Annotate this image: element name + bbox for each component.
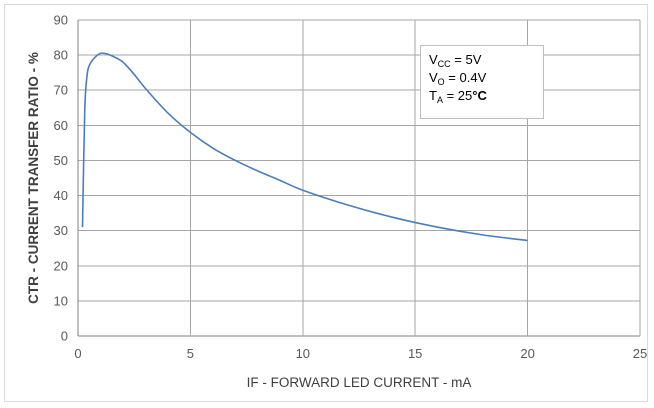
x-tick-label: 5: [187, 346, 194, 361]
condition-ta: TA = 25°C: [429, 87, 535, 105]
condition-ta-subscript: A: [436, 95, 443, 105]
grid-lines: [77, 19, 641, 337]
x-tick-label: 15: [408, 346, 422, 361]
y-tick-label: 10: [54, 293, 68, 308]
x-axis-title: IF - FORWARD LED CURRENT - mA: [247, 375, 472, 390]
condition-vcc-value: = 5V: [450, 52, 482, 67]
y-tick-labels: 0 10 20 30 40 50 60 70 80 90: [54, 13, 68, 344]
y-tick-label: 0: [61, 329, 68, 344]
condition-vo-value: = 0.4V: [444, 70, 487, 85]
condition-vo-subscript: O: [437, 77, 445, 87]
ctr-curve-line: [81, 52, 528, 242]
condition-vcc: VCC = 5V: [429, 51, 535, 69]
condition-ta-value: = 25: [442, 88, 473, 103]
y-axis-title: CTR - CURRENT TRANSFER RATIO - %: [26, 52, 41, 304]
condition-vo-symbol: V: [429, 70, 438, 85]
y-tick-label: 80: [54, 48, 68, 63]
y-tick-label: 90: [54, 13, 68, 28]
x-tick-label: 25: [633, 346, 647, 361]
condition-ta-unit: °C: [472, 88, 487, 103]
y-tick-label: 20: [54, 258, 68, 273]
condition-vo: VO = 0.4V: [429, 69, 535, 87]
y-tick-label: 40: [54, 188, 68, 203]
y-tick-label: 60: [54, 118, 68, 133]
condition-vcc-symbol: V: [429, 52, 438, 67]
y-tick-label: 50: [54, 153, 68, 168]
condition-vcc-subscript: CC: [437, 59, 451, 69]
x-tick-label: 20: [520, 346, 534, 361]
y-tick-label: 70: [54, 83, 68, 98]
x-tick-label: 0: [74, 346, 81, 361]
x-tick-labels: 0 5 10 15 20 25: [74, 346, 647, 361]
y-tick-label: 30: [54, 223, 68, 238]
x-tick-label: 10: [296, 346, 310, 361]
condition-ta-symbol: T: [429, 88, 437, 103]
test-conditions-box: VCC = 5V VO = 0.4V TA = 25°C: [420, 45, 544, 119]
